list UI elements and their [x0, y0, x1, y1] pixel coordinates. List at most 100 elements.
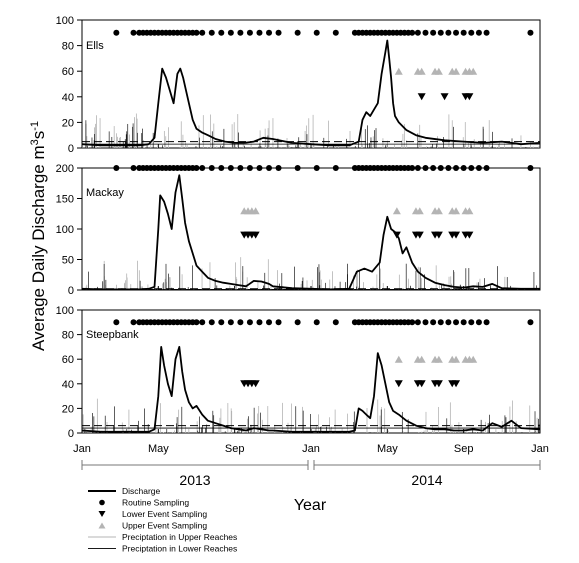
routine-sampling-point: [475, 29, 482, 36]
routine-sampling-point: [460, 165, 467, 171]
routine-sampling-point: [246, 165, 253, 171]
routine-sampling-point: [246, 319, 253, 326]
lower-event-point: [434, 380, 443, 388]
routine-sampling-point: [199, 29, 206, 36]
routine-sampling-point: [266, 165, 273, 171]
routine-sampling-point: [256, 165, 263, 171]
routine-sampling-point: [130, 319, 137, 326]
legend-item-discharge: Discharge: [88, 486, 161, 496]
lower-event-point: [417, 93, 426, 101]
site-label: Steepbank: [86, 329, 139, 341]
y-tick-label: 150: [56, 194, 74, 206]
routine-sampling-point: [430, 29, 437, 36]
routine-sampling-point: [266, 29, 273, 36]
routine-sampling-point: [227, 319, 234, 326]
y-tick-label: 40: [62, 92, 74, 104]
lower-event-point: [465, 231, 474, 239]
routine-sampling-point: [113, 29, 120, 36]
year-label: 2014: [411, 472, 442, 488]
routine-sampling-point: [256, 319, 263, 326]
upper-event-point: [394, 67, 403, 75]
y-tick-label: 200: [56, 163, 74, 175]
routine-sampling-point: [437, 165, 444, 171]
x-tick-label: May: [148, 443, 169, 455]
lower-event-point: [251, 231, 260, 239]
panel-ells: 0 20 40 60 80 100 Ells: [56, 15, 541, 155]
y-tick-label: 0: [68, 285, 74, 297]
routine-sampling-point: [246, 29, 253, 36]
legend-item-precip_lower: Preciptation in Lower Reaches: [88, 544, 237, 554]
routine-sampling-point: [422, 319, 429, 326]
upper-event-point: [469, 355, 478, 363]
legend-routine-swatch: [99, 499, 105, 506]
y-tick-label: 40: [62, 379, 74, 391]
routine-sampling-point: [256, 29, 263, 36]
discharge-line: [81, 39, 541, 147]
legend-upper-swatch: [98, 522, 106, 529]
lower-event-point: [417, 380, 426, 388]
routine-sampling-point: [275, 29, 282, 36]
routine-sampling-point: [130, 165, 137, 171]
routine-sampling-point: [313, 319, 320, 326]
routine-sampling-point: [275, 319, 282, 326]
y-tick-label: 60: [62, 354, 74, 366]
discharge-line: [81, 345, 541, 433]
routine-sampling-point: [414, 29, 421, 36]
routine-sampling-point: [218, 319, 225, 326]
routine-sampling-point: [227, 165, 234, 171]
routine-sampling-point: [430, 165, 437, 171]
legend-lower-swatch: [98, 511, 106, 517]
legend-item-lower: Lower Event Sampling: [98, 509, 207, 519]
routine-sampling-point: [430, 319, 437, 326]
x-axis: Jan May Sep Jan May Sep Jan 2013 2014: [73, 443, 549, 488]
x-tick-label: Jan: [531, 443, 549, 455]
y-axis-label: Average Daily Discharge m3s-1: [29, 121, 48, 351]
routine-sampling-point: [218, 29, 225, 36]
legend-label: Discharge: [122, 486, 161, 496]
lower-event-point: [434, 231, 443, 239]
routine-sampling-point: [199, 165, 206, 171]
panel-mackay: 0 50 100 150 200 Mackay: [56, 163, 541, 297]
upper-event-point: [392, 207, 401, 215]
routine-sampling-point: [199, 319, 206, 326]
routine-sampling-point: [475, 319, 482, 326]
upper-event-point: [469, 67, 478, 75]
routine-sampling-point: [275, 165, 282, 171]
routine-sampling-point: [266, 319, 273, 326]
routine-sampling-point: [332, 165, 339, 171]
x-axis-label: Year: [294, 497, 327, 514]
routine-sampling-point: [227, 29, 234, 36]
routine-sampling-point: [237, 165, 244, 171]
legend-item-upper: Upper Event Sampling: [98, 521, 207, 531]
routine-sampling-point: [332, 319, 339, 326]
lower-event-point: [394, 380, 403, 388]
upper-event-point: [417, 67, 426, 75]
upper-event-point: [394, 355, 403, 363]
routine-sampling-point: [422, 29, 429, 36]
routine-sampling-point: [445, 165, 452, 171]
y-tick-label: 0: [68, 428, 74, 440]
y-tick-label: 100: [56, 15, 74, 27]
routine-sampling-point: [113, 319, 120, 326]
upper-event-point: [415, 207, 424, 215]
y-tick-label: 100: [56, 305, 74, 317]
year-label: 2013: [179, 472, 210, 488]
routine-sampling-point: [483, 319, 490, 326]
lower-event-point: [452, 231, 461, 239]
panel-steepbank: 0 20 40 60 80 100 Steepbank: [56, 305, 541, 440]
y-tick-label: 0: [68, 143, 74, 155]
routine-sampling-point: [409, 319, 416, 326]
panel-frame: [81, 19, 541, 149]
routine-sampling-point: [409, 165, 416, 171]
y-tick-label: 80: [62, 41, 74, 53]
panels: 0 20 40 60 80 100 Ells 0 50 100 150 200 Mackay 0 20 40 6…: [56, 15, 541, 440]
routine-sampling-point: [445, 29, 452, 36]
upper-event-point: [434, 355, 443, 363]
routine-sampling-point: [468, 165, 475, 171]
routine-sampling-point: [237, 319, 244, 326]
routine-sampling-point: [437, 319, 444, 326]
lower-event-point: [452, 380, 461, 388]
legend-label: Routine Sampling: [122, 498, 189, 508]
